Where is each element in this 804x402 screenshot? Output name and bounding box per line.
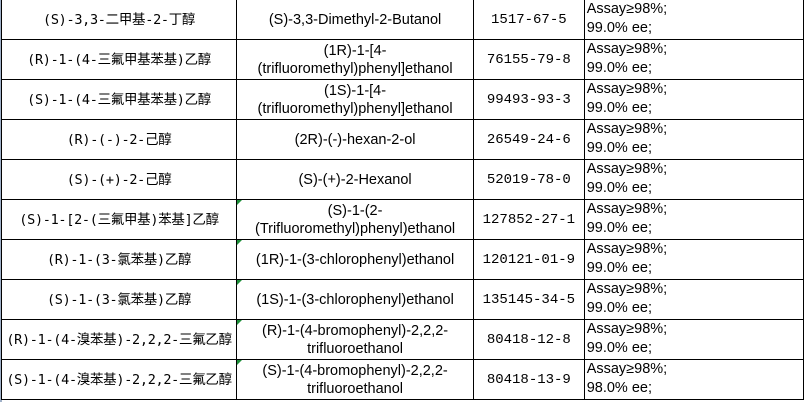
table-row: (S)-(+)-2-己醇 (S)-(+)-2-Hexanol 52019-78-0 A…	[0, 159, 804, 200]
cell-chinese-name[interactable]: (S)-1-[2-(三氟甲基)苯基]乙醇	[0, 199, 238, 240]
english-name-text: (R)-1-(4-bromophenyl)-2,2,2-trifluoroeth…	[261, 322, 449, 357]
error-indicator-icon	[237, 360, 243, 365]
table-row: (R)-(-)-2-己醇 (2R)-(-)-hexan-2-ol 26549-24-…	[0, 119, 804, 160]
english-name-text: (S)-1-(4-bromophenyl)-2,2,2-trifluoroeth…	[262, 362, 448, 397]
english-name-text: (S)-3,3-Dimethyl-2-Butanol	[268, 11, 442, 28]
cell-english-name[interactable]: (S)-1-(4-bromophenyl)-2,2,2-trifluoroeth…	[236, 359, 474, 400]
english-name-text: (1S)-1-(3-chlorophenyl)ethanol	[256, 291, 454, 308]
error-indicator-icon	[237, 320, 243, 325]
cell-english-name[interactable]: (S)-3,3-Dimethyl-2-Butanol	[236, 0, 474, 40]
english-name-text: (S)-1-(2-(Trifluoromethyl)phenyl)ethanol	[254, 202, 456, 237]
cell-english-name[interactable]: (1S)-1-[4-(trifluoromethyl)phenyl]ethano…	[236, 79, 474, 120]
error-indicator-icon	[237, 240, 243, 245]
assay-text: Assay≥98%;	[586, 361, 668, 377]
table-row: (S)-1-(3-氯苯基)乙醇 (1S)-1-(3-chlorophenyl)et…	[0, 279, 804, 320]
cell-specification[interactable]: Assay≥98%; 98.0% ee;	[583, 359, 804, 400]
table-row: (S)-1-[2-(三氟甲基)苯基]乙醇 (S)-1-(2-(Trifluorom…	[0, 199, 804, 240]
cell-cas-number[interactable]: 52019-78-0	[472, 159, 585, 200]
table-row: (S)-1-(4-溴苯基)-2,2,2-三氟乙醇 (S)-1-(4-bromoph…	[0, 359, 804, 400]
assay-text: Assay≥98%;	[586, 321, 668, 337]
cell-cas-number[interactable]: 80418-12-8	[472, 319, 585, 360]
ee-text: 99.0% ee;	[586, 140, 652, 156]
english-name-text: (S)-(+)-2-Hexanol	[298, 171, 412, 188]
cell-specification[interactable]: Assay≥98%; 99.0% ee;	[583, 79, 804, 120]
ee-text: 98.0% ee;	[586, 380, 652, 396]
cell-chinese-name[interactable]: (S)-1-(3-氯苯基)乙醇	[0, 279, 238, 320]
cell-chinese-name[interactable]: (S)-1-(4-溴苯基)-2,2,2-三氟乙醇	[0, 359, 238, 400]
cell-cas-number[interactable]: 26549-24-6	[472, 119, 585, 160]
ee-text: 99.0% ee;	[586, 340, 652, 356]
table-row: (R)-1-(4-三氟甲基苯基)乙醇 (1R)-1-[4-(trifluorome…	[0, 39, 804, 80]
cell-cas-number[interactable]: 76155-79-8	[472, 39, 585, 80]
ee-text: 99.0% ee;	[586, 20, 652, 36]
assay-text: Assay≥98%;	[586, 1, 668, 17]
cell-specification[interactable]: Assay≥98%; 99.0% ee;	[583, 39, 804, 80]
cell-cas-number[interactable]: 99493-93-3	[472, 79, 585, 120]
cell-chinese-name[interactable]: (R)-1-(3-氯苯基)乙醇	[0, 239, 238, 280]
cell-chinese-name[interactable]: (R)-1-(4-溴苯基)-2,2,2-三氟乙醇	[0, 319, 238, 360]
cell-chinese-name[interactable]: (R)-1-(4-三氟甲基苯基)乙醇	[0, 39, 238, 80]
ee-text: 99.0% ee;	[586, 60, 652, 76]
cell-english-name[interactable]: (1S)-1-(3-chlorophenyl)ethanol	[236, 279, 474, 320]
table-row: (R)-1-(4-溴苯基)-2,2,2-三氟乙醇 (R)-1-(4-bromoph…	[0, 319, 804, 360]
cell-cas-number[interactable]: 80418-13-9	[472, 359, 585, 400]
cell-cas-number[interactable]: 1517-67-5	[472, 0, 585, 40]
cell-english-name[interactable]: (S)-(+)-2-Hexanol	[236, 159, 474, 200]
assay-text: Assay≥98%;	[586, 241, 668, 257]
table-row: (R)-1-(3-氯苯基)乙醇 (1R)-1-(3-chlorophenyl)et…	[0, 239, 804, 280]
cell-english-name[interactable]: (2R)-(-)-hexan-2-ol	[236, 119, 474, 160]
cell-english-name[interactable]: (1R)-1-[4-(trifluoromethyl)phenyl]ethano…	[236, 39, 474, 80]
ee-text: 99.0% ee;	[586, 300, 652, 316]
assay-text: Assay≥98%;	[586, 161, 668, 177]
english-name-text: (2R)-(-)-hexan-2-ol	[294, 131, 416, 148]
cell-chinese-name[interactable]: (S)-3,3-二甲基-2-丁醇	[0, 0, 238, 40]
assay-text: Assay≥98%;	[586, 201, 668, 217]
ee-text: 99.0% ee;	[586, 260, 652, 276]
cell-english-name[interactable]: (S)-1-(2-(Trifluoromethyl)phenyl)ethanol	[236, 199, 474, 240]
error-indicator-icon	[237, 280, 243, 285]
assay-text: Assay≥98%;	[586, 81, 668, 97]
english-name-text: (1S)-1-[4-(trifluoromethyl)phenyl]ethano…	[257, 82, 453, 117]
table-row: (S)-1-(4-三氟甲基苯基)乙醇 (1S)-1-[4-(trifluorome…	[0, 79, 804, 120]
cell-chinese-name[interactable]: (S)-(+)-2-己醇	[0, 159, 238, 200]
cell-cas-number[interactable]: 127852-27-1	[472, 199, 585, 240]
assay-text: Assay≥98%;	[586, 121, 668, 137]
cell-specification[interactable]: Assay≥98%; 99.0% ee;	[583, 159, 804, 200]
assay-text: Assay≥98%;	[586, 41, 668, 57]
ee-text: 99.0% ee;	[586, 100, 652, 116]
cell-specification[interactable]: Assay≥98%; 99.0% ee;	[583, 0, 804, 40]
table-row: (S)-3,3-二甲基-2-丁醇 (S)-3,3-Dimethyl-2-Butan…	[0, 0, 804, 40]
cell-english-name[interactable]: (1R)-1-(3-chlorophenyl)ethanol	[236, 239, 474, 280]
cell-specification[interactable]: Assay≥98%; 99.0% ee;	[583, 199, 804, 240]
cell-specification[interactable]: Assay≥98%; 99.0% ee;	[583, 279, 804, 320]
ee-text: 99.0% ee;	[586, 220, 652, 236]
english-name-text: (1R)-1-(3-chlorophenyl)ethanol	[255, 251, 455, 268]
cell-cas-number[interactable]: 120121-01-9	[472, 239, 585, 280]
cell-cas-number[interactable]: 135145-34-5	[472, 279, 585, 320]
cell-chinese-name[interactable]: (R)-(-)-2-己醇	[0, 119, 238, 160]
cell-specification[interactable]: Assay≥98%; 99.0% ee;	[583, 239, 804, 280]
cell-english-name[interactable]: (R)-1-(4-bromophenyl)-2,2,2-trifluoroeth…	[236, 319, 474, 360]
english-name-text: (1R)-1-[4-(trifluoromethyl)phenyl]ethano…	[257, 42, 453, 77]
error-indicator-icon	[237, 200, 243, 205]
cell-specification[interactable]: Assay≥98%; 99.0% ee;	[583, 319, 804, 360]
ee-text: 99.0% ee;	[586, 180, 652, 196]
assay-text: Assay≥98%;	[586, 281, 668, 297]
cell-chinese-name[interactable]: (S)-1-(4-三氟甲基苯基)乙醇	[0, 79, 238, 120]
cell-specification[interactable]: Assay≥98%; 99.0% ee;	[583, 119, 804, 160]
